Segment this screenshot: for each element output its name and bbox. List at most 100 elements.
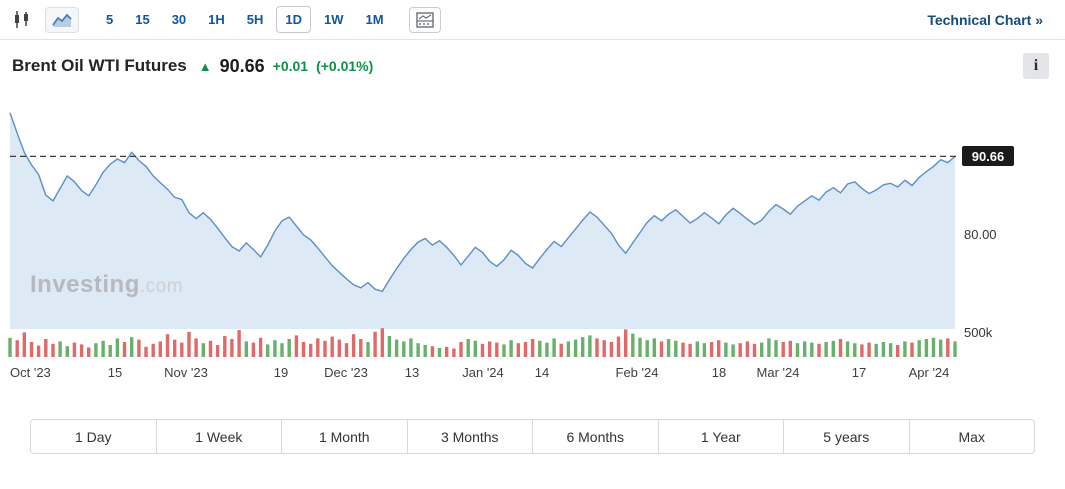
volume-bar bbox=[817, 343, 821, 357]
volume-bar bbox=[724, 342, 728, 357]
volume-bar bbox=[588, 335, 592, 357]
volume-bar bbox=[187, 331, 191, 357]
volume-bar bbox=[309, 343, 313, 357]
volume-bar bbox=[294, 335, 299, 357]
technical-chart-link[interactable]: Technical Chart » bbox=[927, 11, 1043, 28]
volume-bar bbox=[58, 341, 62, 357]
volume-bar bbox=[473, 340, 477, 357]
volume-bar bbox=[738, 343, 742, 357]
volume-bar bbox=[44, 339, 48, 357]
last-price-tag: 90.66 bbox=[962, 146, 1014, 167]
volume-bar bbox=[180, 342, 184, 357]
volume-bar bbox=[566, 341, 571, 357]
volume-bar bbox=[795, 343, 800, 357]
interval-5h[interactable]: 5H bbox=[238, 6, 273, 33]
volume-bar bbox=[681, 342, 685, 357]
info-button[interactable]: i bbox=[1023, 53, 1049, 79]
volume-bar bbox=[387, 336, 392, 357]
volume-bar bbox=[645, 340, 649, 357]
volume-bar bbox=[266, 344, 270, 357]
x-axis-tick: 14 bbox=[534, 365, 550, 380]
x-axis-tick: 18 bbox=[711, 365, 727, 380]
volume-bar bbox=[523, 342, 528, 357]
candlestick-chart-icon[interactable] bbox=[8, 6, 37, 33]
volume-axis-tick: 500k bbox=[964, 325, 993, 340]
volume-bar bbox=[101, 340, 105, 357]
area-chart-icon[interactable] bbox=[45, 6, 79, 33]
volume-bar bbox=[509, 340, 513, 357]
volume-bar bbox=[781, 342, 785, 357]
range-1-day[interactable]: 1 Day bbox=[30, 419, 157, 454]
x-axis-tick: Feb '24 bbox=[615, 365, 659, 380]
volume-bar bbox=[731, 344, 735, 357]
volume-bar bbox=[437, 348, 442, 357]
interval-1w[interactable]: 1W bbox=[315, 6, 353, 33]
volume-bar bbox=[323, 340, 327, 357]
volume-bar bbox=[452, 348, 456, 357]
range-5-years[interactable]: 5 years bbox=[783, 419, 910, 454]
volume-bar bbox=[803, 341, 807, 357]
volume-bar bbox=[29, 342, 34, 357]
range-1-year[interactable]: 1 Year bbox=[657, 419, 784, 454]
volume-bar bbox=[538, 340, 542, 357]
volume-bar bbox=[659, 341, 664, 357]
interval-15[interactable]: 15 bbox=[126, 6, 158, 33]
instrument-header: Brent Oil WTI Futures ▲ 90.66 +0.01 (+0.… bbox=[0, 40, 1065, 79]
range-max[interactable]: Max bbox=[908, 419, 1035, 454]
volume-bar bbox=[466, 339, 470, 357]
volume-bar bbox=[702, 343, 707, 357]
interval-1h[interactable]: 1H bbox=[199, 6, 234, 33]
volume-bar bbox=[788, 340, 792, 357]
x-axis-tick: Mar '24 bbox=[756, 365, 800, 380]
volume-bar bbox=[903, 341, 907, 357]
volume-bar bbox=[445, 346, 449, 357]
volume-bar bbox=[51, 343, 55, 357]
indicators-panel-icon[interactable] bbox=[408, 6, 441, 33]
volume-bar bbox=[151, 343, 155, 357]
volume-bar bbox=[380, 328, 384, 357]
volume-bar bbox=[860, 344, 864, 357]
volume-bar bbox=[745, 341, 750, 357]
volume-bar bbox=[530, 339, 535, 357]
volume-bar bbox=[516, 343, 520, 357]
volume-bar bbox=[108, 345, 112, 357]
volume-bar bbox=[853, 343, 857, 357]
range-3-months[interactable]: 3 Months bbox=[406, 419, 533, 454]
volume-bar bbox=[881, 342, 886, 357]
volume-bar bbox=[767, 338, 771, 357]
volume-bar bbox=[251, 342, 256, 357]
volume-bar bbox=[79, 344, 84, 357]
volume-bar bbox=[581, 337, 585, 357]
volume-bar bbox=[366, 342, 370, 357]
chart-toolbar: 5 15 30 1H 5H 1D 1W 1M Technical Chart » bbox=[0, 0, 1065, 40]
range-6-months[interactable]: 6 Months bbox=[532, 419, 659, 454]
x-axis-tick: 13 bbox=[404, 365, 420, 380]
volume-bar bbox=[559, 343, 563, 357]
volume-bar bbox=[72, 342, 77, 357]
interval-30[interactable]: 30 bbox=[163, 6, 195, 33]
toolbar-left: 5 15 30 1H 5H 1D 1W 1M bbox=[8, 6, 441, 33]
interval-1m[interactable]: 1M bbox=[357, 6, 393, 33]
x-axis-tick: Apr '24 bbox=[908, 365, 950, 380]
volume-bar bbox=[330, 336, 334, 357]
interval-5[interactable]: 5 bbox=[97, 6, 122, 33]
range-1-week[interactable]: 1 Week bbox=[155, 419, 282, 454]
volume-bar bbox=[459, 342, 463, 357]
interval-1d[interactable]: 1D bbox=[276, 6, 312, 33]
volume-bar bbox=[595, 338, 599, 357]
volume-bar bbox=[359, 339, 363, 357]
volume-bar bbox=[652, 338, 656, 357]
volume-bar bbox=[373, 331, 377, 357]
volume-bar bbox=[223, 336, 227, 357]
range-1-month[interactable]: 1 Month bbox=[281, 419, 408, 454]
volume-bar bbox=[924, 339, 929, 357]
volume-bar bbox=[831, 340, 835, 357]
interval-selector: 5 15 30 1H 5H 1D 1W 1M bbox=[97, 6, 393, 33]
volume-bar bbox=[280, 343, 284, 357]
x-axis-tick: Jan '24 bbox=[462, 365, 504, 380]
volume-bar bbox=[423, 345, 427, 357]
volume-bar bbox=[752, 343, 757, 357]
price-chart-area[interactable]: Investing.com 90.66 80.00 500k Oct '23 15… bbox=[0, 89, 1065, 389]
volume-bar bbox=[337, 339, 341, 357]
volume-bar bbox=[130, 337, 134, 357]
